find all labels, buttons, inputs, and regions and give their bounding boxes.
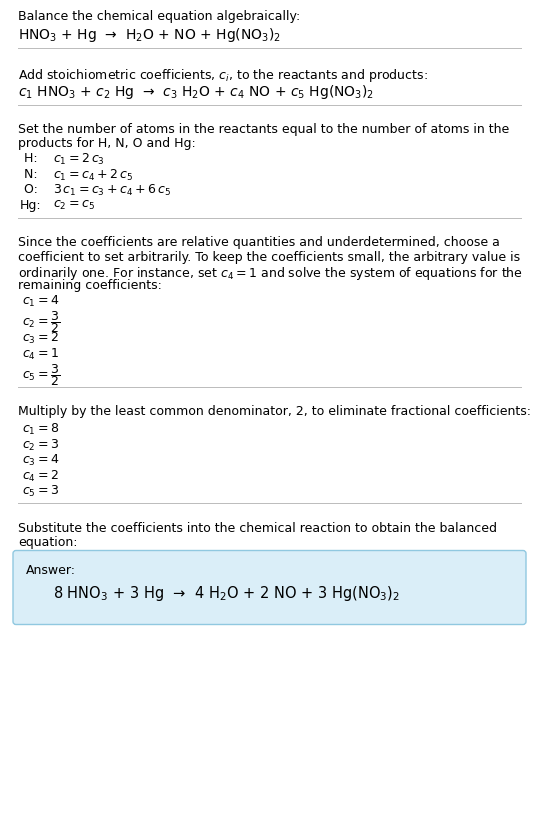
FancyBboxPatch shape bbox=[13, 551, 526, 625]
Text: $c_4 = 2$: $c_4 = 2$ bbox=[22, 469, 59, 483]
Text: $c_3 = 4$: $c_3 = 4$ bbox=[22, 453, 59, 468]
Text: ordinarily one. For instance, set $c_4 = 1$ and solve the system of equations fo: ordinarily one. For instance, set $c_4 =… bbox=[18, 265, 523, 282]
Text: Add stoichiometric coefficients, $c_i$, to the reactants and products:: Add stoichiometric coefficients, $c_i$, … bbox=[18, 67, 428, 84]
Text: Hg:: Hg: bbox=[20, 198, 42, 211]
Text: $c_3 = 2$: $c_3 = 2$ bbox=[22, 331, 59, 346]
Text: $c_1 = c_4 + 2\,c_5$: $c_1 = c_4 + 2\,c_5$ bbox=[53, 168, 133, 182]
Text: Since the coefficients are relative quantities and underdetermined, choose a: Since the coefficients are relative quan… bbox=[18, 236, 500, 249]
Text: equation:: equation: bbox=[18, 536, 78, 549]
Text: Set the number of atoms in the reactants equal to the number of atoms in the: Set the number of atoms in the reactants… bbox=[18, 123, 509, 136]
Text: N:: N: bbox=[20, 168, 38, 181]
Text: 8 HNO$_3$ + 3 Hg  →  4 H$_2$O + 2 NO + 3 Hg(NO$_3$)$_2$: 8 HNO$_3$ + 3 Hg → 4 H$_2$O + 2 NO + 3 H… bbox=[53, 584, 400, 603]
Text: Balance the chemical equation algebraically:: Balance the chemical equation algebraica… bbox=[18, 10, 300, 23]
Text: remaining coefficients:: remaining coefficients: bbox=[18, 279, 162, 293]
Text: $c_2 = 3$: $c_2 = 3$ bbox=[22, 437, 59, 453]
Text: O:: O: bbox=[20, 183, 38, 196]
Text: $c_1 = 4$: $c_1 = 4$ bbox=[22, 294, 59, 309]
Text: HNO$_3$ + Hg  →  H$_2$O + NO + Hg(NO$_3$)$_2$: HNO$_3$ + Hg → H$_2$O + NO + Hg(NO$_3$)$… bbox=[18, 26, 281, 44]
Text: H:: H: bbox=[20, 152, 38, 165]
Text: Multiply by the least common denominator, 2, to eliminate fractional coefficient: Multiply by the least common denominator… bbox=[18, 405, 531, 418]
Text: products for H, N, O and Hg:: products for H, N, O and Hg: bbox=[18, 137, 196, 150]
Text: $c_1 = 8$: $c_1 = 8$ bbox=[22, 422, 59, 437]
Text: $c_4 = 1$: $c_4 = 1$ bbox=[22, 347, 59, 362]
Text: Answer:: Answer: bbox=[26, 564, 76, 576]
Text: coefficient to set arbitrarily. To keep the coefficients small, the arbitrary va: coefficient to set arbitrarily. To keep … bbox=[18, 251, 520, 264]
Text: Substitute the coefficients into the chemical reaction to obtain the balanced: Substitute the coefficients into the che… bbox=[18, 521, 497, 534]
Text: $c_1$ HNO$_3$ + $c_2$ Hg  →  $c_3$ H$_2$O + $c_4$ NO + $c_5$ Hg(NO$_3$)$_2$: $c_1$ HNO$_3$ + $c_2$ Hg → $c_3$ H$_2$O … bbox=[18, 83, 374, 101]
Text: $c_2 = \dfrac{3}{2}$: $c_2 = \dfrac{3}{2}$ bbox=[22, 310, 60, 335]
Text: $c_1 = 2\,c_3$: $c_1 = 2\,c_3$ bbox=[53, 152, 105, 167]
Text: $c_5 = \dfrac{3}{2}$: $c_5 = \dfrac{3}{2}$ bbox=[22, 362, 60, 388]
Text: $3\,c_1 = c_3 + c_4 + 6\,c_5$: $3\,c_1 = c_3 + c_4 + 6\,c_5$ bbox=[53, 183, 171, 198]
Text: $c_5 = 3$: $c_5 = 3$ bbox=[22, 484, 59, 499]
Text: $c_2 = c_5$: $c_2 = c_5$ bbox=[53, 198, 95, 211]
